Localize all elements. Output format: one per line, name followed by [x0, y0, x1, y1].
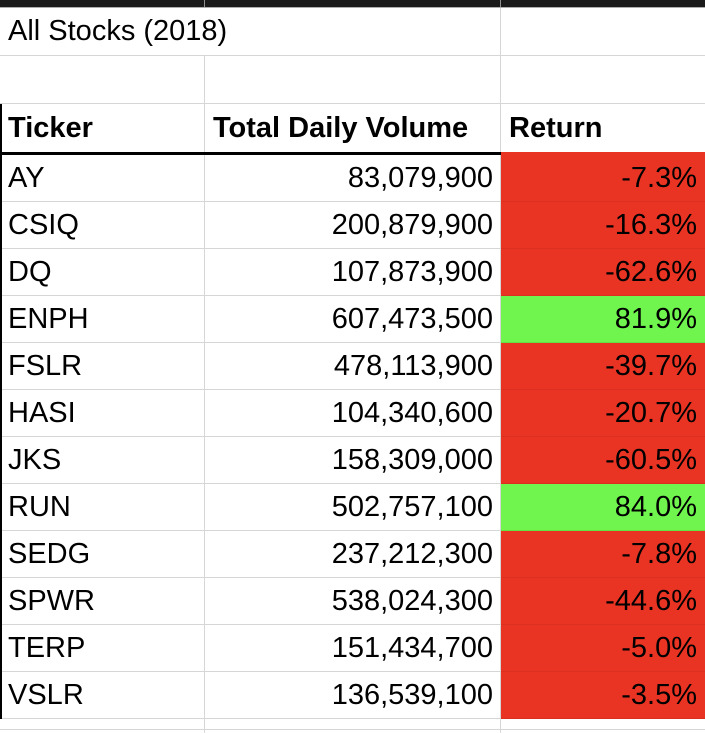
ticker-cell[interactable]: DQ [0, 249, 205, 296]
top-cutoff-cell [0, 0, 205, 7]
empty-cell[interactable] [205, 56, 501, 103]
return-cell[interactable]: -62.6% [501, 249, 705, 296]
ticker-cell[interactable]: SEDG [0, 531, 205, 578]
ticker-cell[interactable]: RUN [0, 484, 205, 531]
ticker-cell[interactable]: TERP [0, 625, 205, 672]
volume-cell[interactable]: 237,212,300 [205, 531, 501, 578]
header-underline-black [0, 152, 501, 155]
volume-cell[interactable]: 136,539,100 [205, 672, 501, 719]
table-row: VSLR 136,539,100 -3.5% [0, 672, 705, 719]
ticker-cell[interactable]: ENPH [0, 296, 205, 343]
ticker-cell[interactable]: AY [0, 155, 205, 202]
table-row: HASI 104,340,600 -20.7% [0, 390, 705, 437]
header-underline-red [501, 152, 705, 155]
header-label: Total Daily Volume [213, 111, 469, 144]
ticker-cell[interactable]: VSLR [0, 672, 205, 719]
empty-cell [0, 730, 205, 733]
empty-cell[interactable] [0, 719, 205, 729]
ticker-cell[interactable]: SPWR [0, 578, 205, 625]
table-row: SEDG 237,212,300 -7.8% [0, 531, 705, 578]
title-row: All Stocks (2018) [0, 8, 705, 56]
volume-cell[interactable]: 158,309,000 [205, 437, 501, 484]
header-cell-return[interactable]: Return [501, 104, 705, 152]
ticker-cell[interactable]: FSLR [0, 343, 205, 390]
empty-cell [205, 730, 501, 733]
return-cell[interactable]: -44.6% [501, 578, 705, 625]
volume-cell[interactable]: 478,113,900 [205, 343, 501, 390]
table-row: FSLR 478,113,900 -39.7% [0, 343, 705, 390]
header-row: Ticker Total Daily Volume Return [0, 104, 705, 152]
header-cell-ticker[interactable]: Ticker [0, 104, 205, 152]
header-label: Ticker [8, 111, 93, 144]
empty-cell[interactable] [501, 56, 705, 103]
ticker-cell[interactable]: CSIQ [0, 202, 205, 249]
volume-cell[interactable]: 107,873,900 [205, 249, 501, 296]
volume-cell[interactable]: 200,879,900 [205, 202, 501, 249]
volume-cell[interactable]: 83,079,900 [205, 155, 501, 202]
bottom-cutoff-row [0, 730, 705, 733]
table-row: AY 83,079,900 -7.3% [0, 155, 705, 202]
empty-cell[interactable] [0, 56, 205, 103]
return-cell[interactable]: -20.7% [501, 390, 705, 437]
table-row: JKS 158,309,000 -60.5% [0, 437, 705, 484]
top-cutoff-cell [501, 0, 705, 7]
return-cell[interactable]: 84.0% [501, 484, 705, 531]
data-rows: AY 83,079,900 -7.3% CSIQ 200,879,900 -16… [0, 155, 705, 719]
header-cell-volume[interactable]: Total Daily Volume [205, 104, 501, 152]
empty-cell[interactable] [501, 8, 705, 55]
return-cell[interactable]: -7.8% [501, 531, 705, 578]
table-row: ENPH 607,473,500 81.9% [0, 296, 705, 343]
empty-row [0, 56, 705, 104]
ticker-cell[interactable]: JKS [0, 437, 205, 484]
volume-cell[interactable]: 502,757,100 [205, 484, 501, 531]
volume-cell[interactable]: 538,024,300 [205, 578, 501, 625]
return-cell[interactable]: -3.5% [501, 672, 705, 719]
table-row: SPWR 538,024,300 -44.6% [0, 578, 705, 625]
volume-cell[interactable]: 607,473,500 [205, 296, 501, 343]
ticker-cell[interactable]: HASI [0, 390, 205, 437]
return-cell[interactable]: -39.7% [501, 343, 705, 390]
header-underline [0, 152, 705, 155]
table-row: TERP 151,434,700 -5.0% [0, 625, 705, 672]
return-cell[interactable]: 81.9% [501, 296, 705, 343]
sheet-title-cell[interactable]: All Stocks (2018) [0, 8, 501, 55]
empty-cell[interactable] [205, 719, 501, 729]
table-left-border [0, 104, 2, 719]
return-cell[interactable]: -7.3% [501, 155, 705, 202]
return-cell[interactable]: -5.0% [501, 625, 705, 672]
bottom-cutoff-row [0, 719, 705, 730]
table-row: RUN 502,757,100 84.0% [0, 484, 705, 531]
volume-cell[interactable]: 104,340,600 [205, 390, 501, 437]
table-row: DQ 107,873,900 -62.6% [0, 249, 705, 296]
table-row: CSIQ 200,879,900 -16.3% [0, 202, 705, 249]
sheet-title: All Stocks (2018) [8, 15, 228, 47]
header-label: Return [509, 111, 603, 144]
empty-cell[interactable] [501, 719, 705, 729]
return-cell[interactable]: -16.3% [501, 202, 705, 249]
volume-cell[interactable]: 151,434,700 [205, 625, 501, 672]
top-cutoff-row [0, 0, 705, 8]
top-cutoff-cell [205, 0, 501, 7]
return-cell[interactable]: -60.5% [501, 437, 705, 484]
